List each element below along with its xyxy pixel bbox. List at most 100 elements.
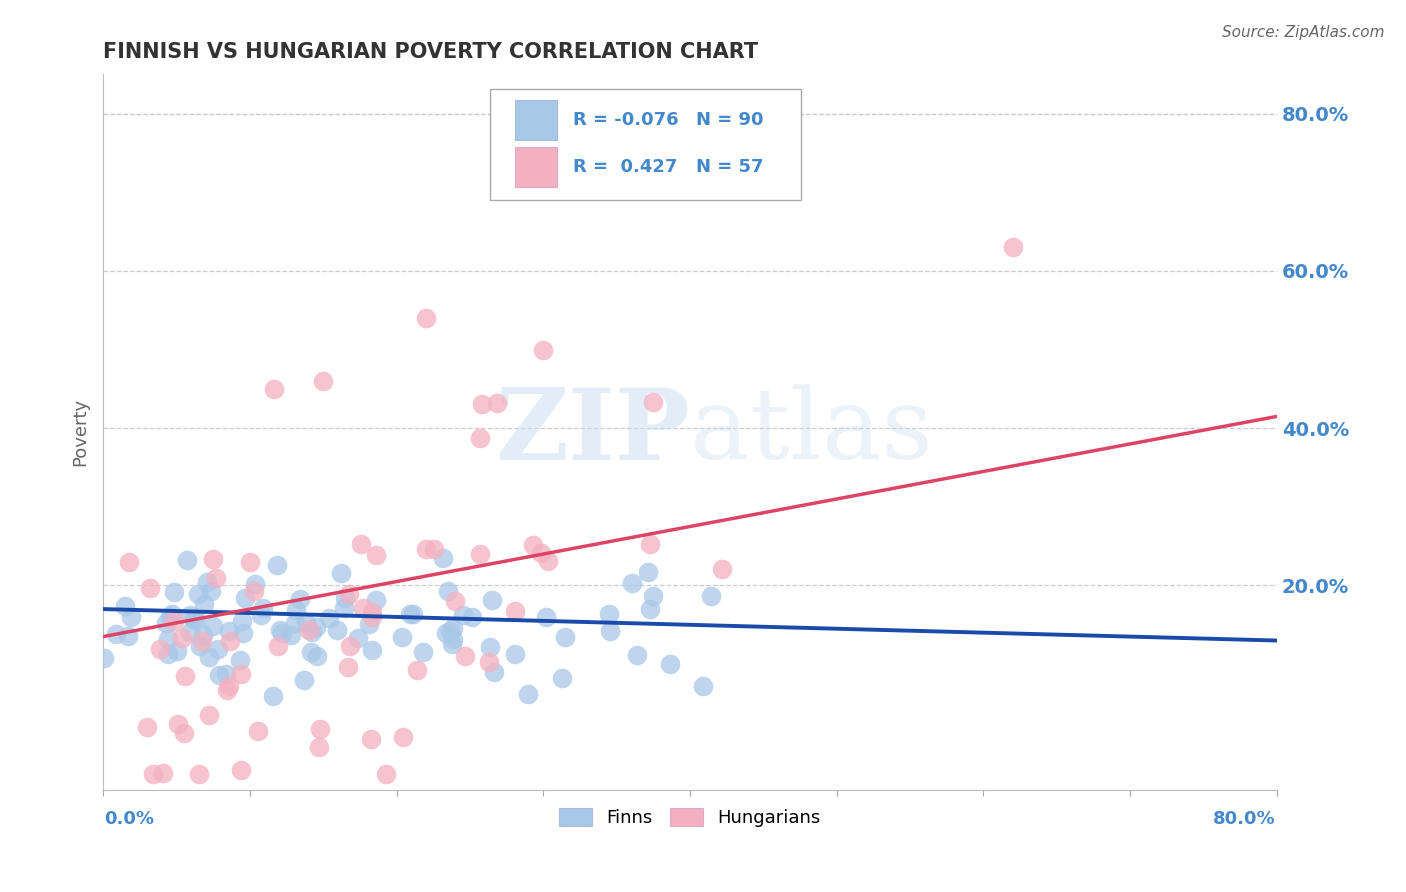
Point xyxy=(364,548,387,562)
Point xyxy=(228,653,250,667)
Point xyxy=(218,680,240,694)
Point xyxy=(531,343,554,357)
Point xyxy=(183,612,205,626)
Point xyxy=(179,624,201,639)
Point xyxy=(292,673,315,687)
Point xyxy=(262,690,284,704)
Point xyxy=(263,382,285,396)
Point xyxy=(329,566,352,580)
Point xyxy=(197,708,219,723)
Point xyxy=(173,725,195,739)
Point xyxy=(406,664,429,678)
Point xyxy=(454,649,477,664)
Point xyxy=(215,682,238,697)
Point xyxy=(468,431,491,445)
Point xyxy=(200,584,222,599)
Point xyxy=(709,169,731,184)
Point xyxy=(301,624,323,639)
Point xyxy=(309,722,332,736)
Point xyxy=(207,642,229,657)
Point xyxy=(451,607,474,622)
Point xyxy=(184,613,207,627)
Point xyxy=(399,607,422,622)
Point xyxy=(176,553,198,567)
Point xyxy=(439,624,461,639)
FancyBboxPatch shape xyxy=(515,146,557,186)
Text: N = 57: N = 57 xyxy=(696,159,763,177)
Point xyxy=(337,587,360,601)
Point xyxy=(364,592,387,607)
Point xyxy=(516,687,538,701)
Point xyxy=(252,600,274,615)
Point xyxy=(219,633,242,648)
Point xyxy=(423,542,446,557)
Point xyxy=(711,562,734,576)
Point xyxy=(159,609,181,624)
Point xyxy=(361,642,384,657)
Text: atlas: atlas xyxy=(690,384,932,480)
Point xyxy=(166,644,188,658)
Point xyxy=(522,538,544,552)
Point xyxy=(401,607,423,622)
Point xyxy=(155,615,177,630)
Point xyxy=(235,591,257,606)
Point xyxy=(391,730,413,744)
Point xyxy=(204,571,226,585)
Point xyxy=(350,537,373,551)
Point xyxy=(179,608,201,623)
Point xyxy=(478,655,501,669)
Point xyxy=(266,558,288,573)
Point xyxy=(626,648,648,662)
Point xyxy=(93,651,115,665)
Point xyxy=(305,620,328,634)
Point xyxy=(337,660,360,674)
Point xyxy=(139,581,162,595)
Point xyxy=(305,648,328,663)
FancyBboxPatch shape xyxy=(515,100,557,140)
Point xyxy=(191,634,214,648)
Point xyxy=(186,587,208,601)
Point xyxy=(142,767,165,781)
Point xyxy=(193,628,215,642)
Point xyxy=(193,597,215,611)
Point xyxy=(332,600,354,615)
Point xyxy=(699,589,721,603)
Point xyxy=(482,665,505,680)
Point xyxy=(468,547,491,561)
Point xyxy=(641,394,664,409)
Point xyxy=(481,592,503,607)
Point xyxy=(360,732,382,747)
Point xyxy=(637,565,659,579)
Text: N = 90: N = 90 xyxy=(696,111,763,128)
Point xyxy=(247,723,270,738)
Point xyxy=(312,374,335,388)
Point xyxy=(243,584,266,599)
Point xyxy=(599,624,621,638)
Point xyxy=(114,599,136,613)
Point xyxy=(326,623,349,637)
Point xyxy=(271,625,294,640)
Text: FINNISH VS HUNGARIAN POVERTY CORRELATION CHART: FINNISH VS HUNGARIAN POVERTY CORRELATION… xyxy=(103,42,758,62)
Text: Source: ZipAtlas.com: Source: ZipAtlas.com xyxy=(1222,25,1385,40)
Point xyxy=(551,671,574,685)
Point xyxy=(308,739,330,754)
Point xyxy=(285,603,308,617)
Point xyxy=(503,648,526,662)
Point xyxy=(284,616,307,631)
Point xyxy=(202,552,225,566)
Point xyxy=(360,606,382,620)
Point xyxy=(554,630,576,644)
Point xyxy=(163,614,186,628)
Point xyxy=(152,766,174,780)
Point xyxy=(215,667,238,681)
Point xyxy=(232,626,254,640)
Point xyxy=(167,717,190,731)
Point xyxy=(290,592,312,607)
Point xyxy=(434,626,457,640)
Point xyxy=(118,556,141,570)
Point xyxy=(188,640,211,654)
Point xyxy=(299,645,322,659)
Text: 0.0%: 0.0% xyxy=(104,810,155,828)
Point xyxy=(415,542,437,557)
Point xyxy=(339,640,361,654)
